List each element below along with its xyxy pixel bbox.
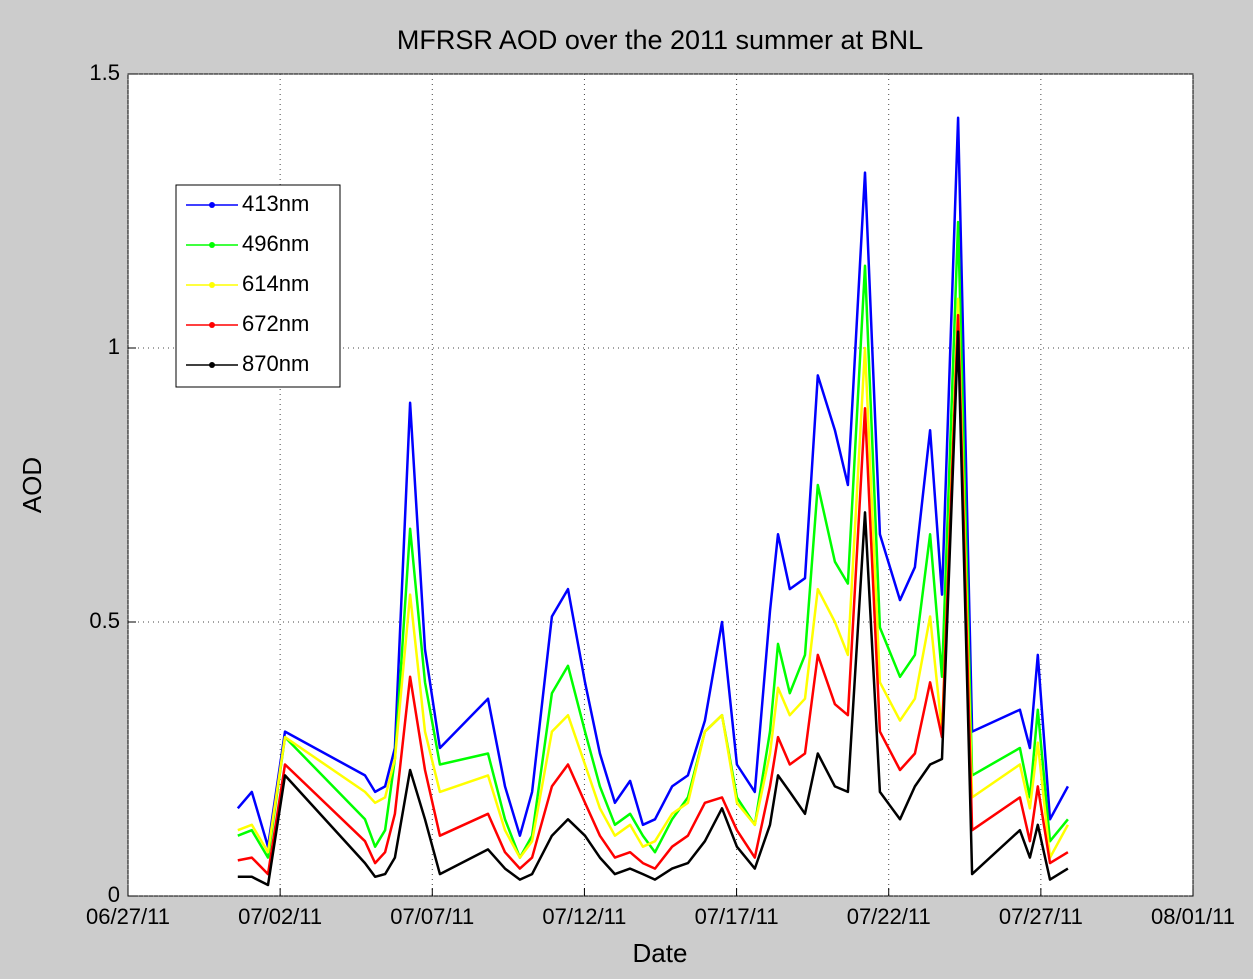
legend-label: 614nm (242, 271, 309, 296)
series-line (237, 313, 1069, 876)
x-tick-label: 07/12/11 (542, 904, 626, 929)
y-tick-label: 1 (108, 334, 120, 359)
series-line (237, 330, 1069, 887)
y-axis-label: AOD (17, 457, 47, 513)
series-line (237, 220, 1069, 859)
x-tick-label: 07/07/11 (390, 904, 474, 929)
x-tick-label: 06/27/11 (86, 904, 170, 929)
y-tick-label: 0 (108, 882, 120, 907)
legend-marker (209, 202, 215, 208)
legend-marker (209, 362, 215, 368)
x-tick-label: 07/22/11 (847, 904, 931, 929)
legend-label: 672nm (242, 311, 309, 336)
x-axis-label: Date (633, 938, 688, 968)
legend-box (175, 184, 341, 388)
legend-label: 496nm (242, 231, 309, 256)
legend-marker (209, 282, 215, 288)
chart-title: MFRSR AOD over the 2011 summer at BNL (397, 25, 923, 55)
x-tick-label: 07/02/11 (238, 904, 322, 929)
x-tick-label: 07/17/11 (695, 904, 779, 929)
legend-marker (209, 242, 215, 248)
x-tick-label: 07/27/11 (999, 904, 1083, 929)
y-tick-label: 0.5 (89, 608, 120, 633)
x-tick-label: 08/01/11 (1151, 904, 1235, 929)
series-line (236, 116, 1069, 848)
y-tick-label: 1.5 (89, 60, 120, 85)
legend-label: 870nm (242, 351, 309, 376)
series-line (237, 297, 1069, 859)
legend-label: 413nm (242, 191, 309, 216)
legend-marker (209, 322, 215, 328)
